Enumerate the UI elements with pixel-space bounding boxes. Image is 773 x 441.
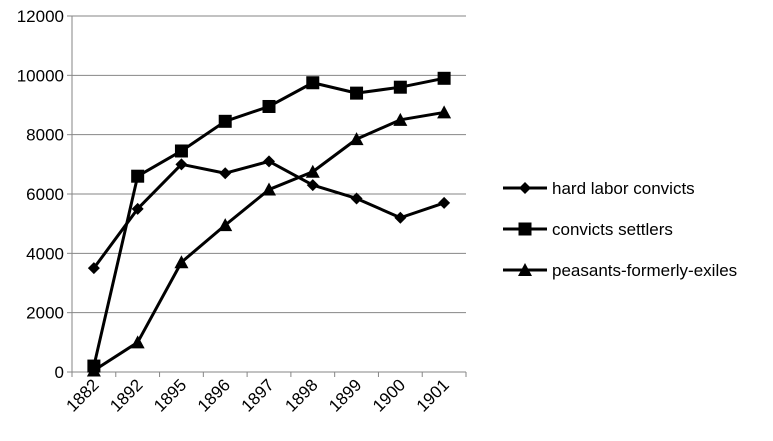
y-tick-labels: 0 2000 4000 6000 8000 10000 12000 — [17, 7, 64, 382]
x-tick-label: 1901 — [413, 375, 453, 415]
data-point — [350, 86, 364, 100]
data-point — [262, 99, 276, 113]
series-line — [92, 159, 445, 270]
data-point — [86, 363, 101, 377]
legend: hard labor convicts convicts settlers peas… — [503, 179, 737, 280]
data-point — [174, 144, 188, 158]
data-point — [350, 192, 363, 205]
y-tick-label: 10000 — [17, 66, 64, 85]
data-point — [218, 218, 233, 232]
data-point — [175, 158, 188, 171]
data-point — [131, 169, 145, 183]
x-tick-labels: 1882 1892 1895 1896 1897 1898 1899 1900 1901 — [63, 375, 453, 415]
x-tick-label: 1898 — [281, 375, 321, 415]
data-point — [305, 164, 320, 178]
data-point — [263, 155, 275, 168]
legend-marker — [519, 182, 531, 194]
legend-item: convicts settlers — [503, 220, 673, 239]
series-line — [93, 110, 445, 372]
x-tick-label: 1895 — [150, 375, 190, 415]
data-point — [219, 167, 232, 180]
data-point — [393, 80, 407, 94]
x-tick-label: 1897 — [238, 375, 278, 415]
legend-label: peasants-formerly-exiles — [552, 261, 737, 280]
data-point — [394, 211, 407, 224]
legend-marker — [518, 263, 532, 276]
y-tick-label: 8000 — [26, 126, 64, 145]
data-point — [306, 179, 319, 192]
data-point — [174, 255, 189, 269]
data-point — [218, 114, 232, 128]
y-tick-label: 12000 — [17, 7, 64, 26]
series-lines — [86, 71, 452, 377]
series-line — [92, 76, 445, 367]
series-diamond — [87, 155, 451, 275]
series-square — [87, 71, 451, 373]
legend-label: convicts settlers — [552, 220, 673, 239]
data-point — [438, 196, 451, 209]
data-point — [349, 132, 364, 146]
legend-marker — [518, 222, 532, 236]
data-point — [130, 335, 145, 349]
data-point — [262, 182, 276, 196]
y-tick-label: 0 — [55, 363, 64, 382]
y-tick-label: 2000 — [26, 304, 64, 323]
legend-item: hard labor convicts — [503, 179, 695, 198]
legend-label: hard labor convicts — [552, 179, 695, 198]
x-tick-label: 1892 — [106, 375, 146, 415]
series-triangle — [86, 105, 452, 377]
legend-item: peasants-formerly-exiles — [503, 261, 737, 280]
axes — [67, 15, 467, 377]
x-tick-label: 1900 — [369, 375, 409, 415]
x-tick-label: 1882 — [63, 375, 103, 415]
data-point — [437, 105, 452, 119]
x-tick-label: 1899 — [325, 375, 365, 415]
data-point — [393, 112, 408, 126]
data-point — [131, 202, 144, 215]
y-tick-label: 4000 — [26, 244, 64, 263]
data-point — [437, 71, 451, 85]
y-tick-label: 6000 — [26, 185, 64, 204]
data-point — [306, 76, 320, 90]
x-tick-label: 1896 — [194, 375, 234, 415]
data-point — [87, 262, 100, 275]
